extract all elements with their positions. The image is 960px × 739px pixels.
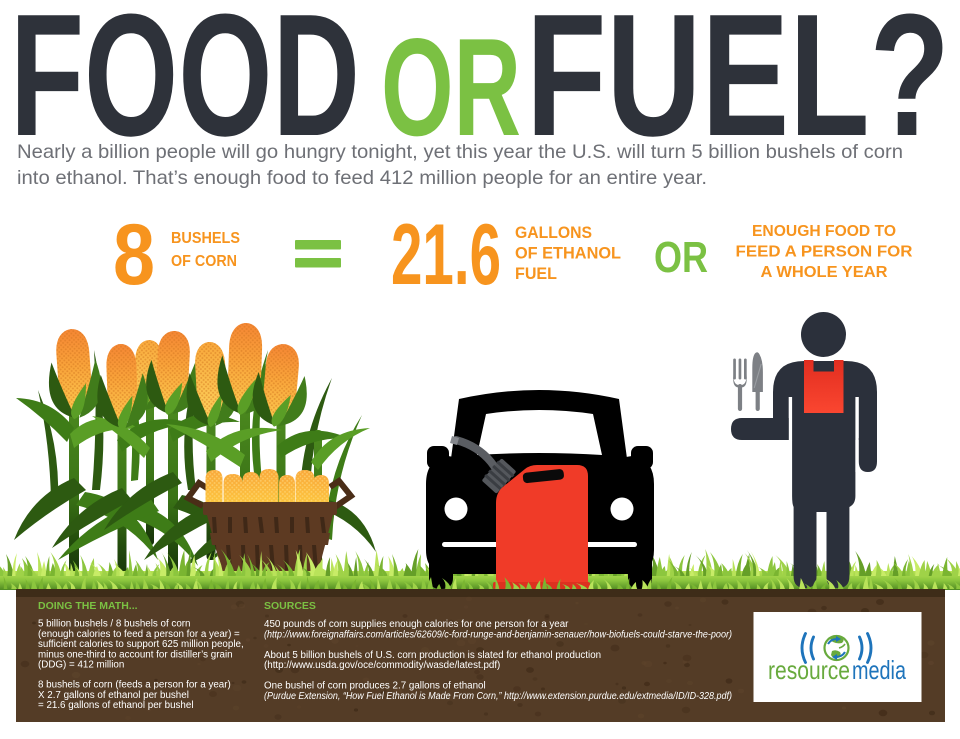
svg-text:into ethanol. That’s enough fo: into ethanol. That’s enough food to feed… bbox=[17, 167, 707, 189]
svg-text:21.6: 21.6 bbox=[391, 207, 501, 303]
svg-text:(http://www.usda.gov/oce/commo: (http://www.usda.gov/oce/commodity/wasde… bbox=[264, 660, 500, 671]
svg-text:FOOD: FOOD bbox=[10, 0, 360, 172]
svg-text:One bushel of corn produces 2.: One bushel of corn produces 2.7 gallons … bbox=[264, 681, 486, 692]
svg-text:A WHOLE YEAR: A WHOLE YEAR bbox=[761, 264, 888, 281]
svg-text:FEED A PERSON FOR: FEED A PERSON FOR bbox=[736, 244, 913, 261]
svg-text:8: 8 bbox=[113, 207, 155, 303]
svg-text:minus one-third to account for: minus one-third to account for distiller… bbox=[38, 649, 233, 660]
svg-text:= 21.6 gallons of ethanol per: = 21.6 gallons of ethanol per bushel bbox=[38, 700, 194, 711]
svg-text:450 pounds of corn supplies en: 450 pounds of corn supplies enough calor… bbox=[264, 619, 569, 630]
svg-text:SOURCES: SOURCES bbox=[264, 600, 316, 612]
svg-text:OR: OR bbox=[381, 10, 521, 165]
svg-text:OF CORN: OF CORN bbox=[171, 253, 237, 270]
svg-text:(DDG) = 412 million: (DDG) = 412 million bbox=[38, 660, 124, 671]
svg-text:GALLONS: GALLONS bbox=[515, 224, 592, 242]
svg-text:Nearly a billion people will g: Nearly a billion people will go hungry t… bbox=[17, 141, 903, 163]
svg-text:ENOUGH FOOD TO: ENOUGH FOOD TO bbox=[752, 223, 896, 240]
svg-text:(enough calories to feed a per: (enough calories to feed a person for a … bbox=[38, 629, 240, 640]
svg-text:About 5 billion bushels of U.S: About 5 billion bushels of U.S. corn pro… bbox=[264, 650, 601, 661]
svg-text:(Purdue Extension, “How Fuel E: (Purdue Extension, “How Fuel Ethanol is … bbox=[264, 691, 732, 702]
svg-text:resource: resource bbox=[768, 655, 850, 685]
svg-text:OF ETHANOL: OF ETHANOL bbox=[515, 245, 621, 263]
svg-text:FUEL?: FUEL? bbox=[526, 0, 950, 172]
svg-text:sufficient calories to support: sufficient calories to support 625 milli… bbox=[38, 639, 244, 650]
svg-text:X 2.7 gallons of ethanol per b: X 2.7 gallons of ethanol per bushel bbox=[38, 690, 189, 701]
svg-text:8 bushels of corn (feeds a per: 8 bushels of corn (feeds a person for a … bbox=[38, 680, 231, 691]
svg-text:BUSHELS: BUSHELS bbox=[171, 230, 240, 247]
svg-text:5 billion bushels / 8 bushels: 5 billion bushels / 8 bushels of corn bbox=[38, 619, 191, 630]
svg-text:OR: OR bbox=[654, 233, 708, 282]
svg-text:media: media bbox=[852, 655, 906, 685]
svg-text:FUEL: FUEL bbox=[515, 265, 557, 283]
svg-text:(http://www.foreignaffairs.com: (http://www.foreignaffairs.com/articles/… bbox=[264, 629, 732, 640]
svg-text:DOING THE MATH...: DOING THE MATH... bbox=[38, 600, 138, 612]
